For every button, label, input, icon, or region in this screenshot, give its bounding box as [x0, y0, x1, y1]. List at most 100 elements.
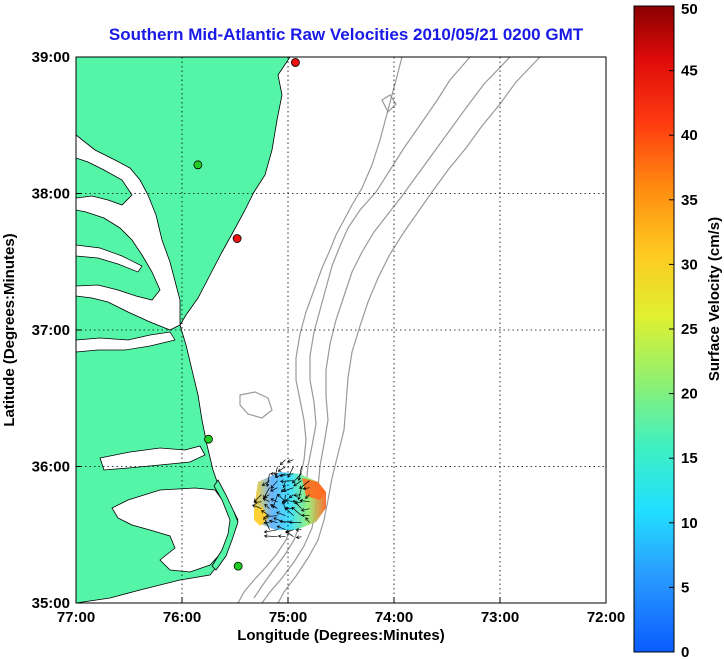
velocity-vector-head — [277, 468, 282, 472]
velocity-vector — [254, 501, 262, 503]
velocity-vector — [276, 511, 286, 517]
velocity-vector — [252, 504, 262, 509]
colorbar-gradient — [633, 5, 675, 653]
x-tick-label: 76:00 — [163, 609, 201, 626]
velocity-vector-head — [270, 485, 274, 489]
velocity-vector — [292, 473, 302, 484]
velocity-vector — [303, 487, 310, 490]
colorbar-tick-label: 40 — [681, 127, 698, 144]
radar-stations — [193, 58, 300, 571]
velocity-vector — [264, 529, 278, 533]
velocity-vector-head — [270, 471, 274, 476]
velocity-vector — [291, 506, 302, 516]
velocity-vector-head — [280, 479, 284, 484]
velocity-vector — [283, 480, 286, 488]
velocity-vector — [279, 473, 294, 477]
velocity-vector — [281, 487, 286, 493]
colorbar-tick-label: 20 — [681, 386, 698, 403]
velocity-vector — [284, 507, 294, 516]
velocity-vector-head — [293, 493, 298, 498]
velocity-vector — [293, 480, 302, 487]
velocity-vector-head — [270, 504, 274, 508]
colorbar-tick-label: 35 — [681, 192, 698, 209]
y-tick-label: 39:00 — [32, 49, 70, 66]
velocity-vector-head — [276, 525, 281, 529]
velocity-vector-head — [288, 494, 293, 499]
barrier-island — [211, 479, 239, 571]
velocity-vector — [301, 508, 310, 511]
x-tick-label: 77:00 — [57, 609, 95, 626]
x-tick-label: 74:00 — [375, 609, 413, 626]
velocity-vector-head — [274, 474, 279, 479]
station-marker-green[interactable] — [233, 561, 243, 571]
colorbar-tick-label: 25 — [681, 321, 698, 338]
velocity-vector-head — [263, 529, 268, 534]
velocity-vector-head — [301, 513, 305, 518]
station-marker-red[interactable] — [291, 58, 300, 67]
x-tick-label: 72:00 — [587, 609, 625, 626]
velocity-vector — [280, 459, 286, 465]
velocity-vector-head — [268, 519, 273, 524]
velocity-vector — [289, 521, 302, 524]
y-axis-ticks: 39:00 38:00 37:00 36:00 35:00 — [32, 49, 82, 612]
velocity-vector-head — [299, 485, 303, 489]
station-marker-green[interactable] — [204, 434, 213, 444]
velocity-vector-head — [277, 534, 282, 539]
velocity-vector-head — [293, 500, 297, 504]
velocity-vector-head — [277, 493, 281, 498]
velocity-vector — [278, 535, 286, 538]
velocity-vector-head — [263, 534, 268, 538]
velocity-vector — [278, 466, 286, 472]
velocity-vector — [253, 494, 262, 502]
velocity-vector-head — [252, 504, 256, 508]
y-tick-label: 38:00 — [32, 186, 70, 203]
velocity-vector-head — [305, 517, 309, 521]
velocity-vector-head — [304, 495, 309, 499]
velocity-vector-head — [263, 494, 268, 498]
grid-lines — [76, 57, 606, 603]
velocity-vector-head — [253, 500, 258, 505]
station-marker-red[interactable] — [232, 234, 242, 243]
velocity-field — [252, 459, 326, 540]
velocity-vector — [294, 494, 302, 496]
velocity-vector-head — [297, 496, 301, 501]
colorbar-tick-label: 10 — [681, 515, 698, 532]
velocity-vector-head — [281, 500, 286, 505]
velocity-vector-head — [279, 461, 284, 466]
velocity-vector — [277, 494, 286, 502]
colorbar-label: Surface Velocity (cm/s) — [706, 217, 723, 381]
velocity-vector — [289, 494, 294, 499]
velocity-vector-head — [288, 520, 292, 525]
albemarle-sound — [99, 445, 206, 471]
velocity-vector-head — [284, 507, 289, 511]
velocity-vector-head — [279, 519, 283, 524]
velocity-vector-head — [270, 488, 274, 492]
velocity-vector-head — [263, 516, 267, 521]
x-axis-ticks: 77:00 76:00 75:00 74:00 73:00 72:00 — [57, 597, 625, 626]
velocity-vector — [285, 499, 294, 503]
station-marker-green[interactable] — [193, 160, 203, 170]
velocity-vector-head — [282, 500, 287, 504]
potomac-river — [76, 244, 143, 273]
james-river — [76, 331, 176, 353]
velocity-vector-head — [270, 498, 274, 502]
x-tick-label: 73:00 — [481, 609, 519, 626]
velocity-vector-head — [299, 498, 304, 503]
velocity-vector — [262, 480, 270, 486]
colorbar-tick-label: 45 — [681, 63, 698, 80]
velocity-vector — [269, 520, 278, 524]
velocity-vector-head — [293, 482, 297, 487]
velocity-vector — [277, 525, 286, 530]
velocity-vector — [284, 494, 286, 504]
velocity-hotspot — [302, 478, 326, 500]
velocity-vector — [270, 504, 278, 509]
y-tick-label: 36:00 — [32, 459, 70, 476]
map-plot-area[interactable] — [76, 57, 606, 603]
velocity-vector-head — [264, 514, 269, 519]
colorbar-tick-label: 50 — [681, 1, 698, 18]
velocity-vector — [300, 500, 310, 503]
velocity-vector-head — [287, 459, 291, 463]
velocity-vector-head — [265, 483, 270, 488]
